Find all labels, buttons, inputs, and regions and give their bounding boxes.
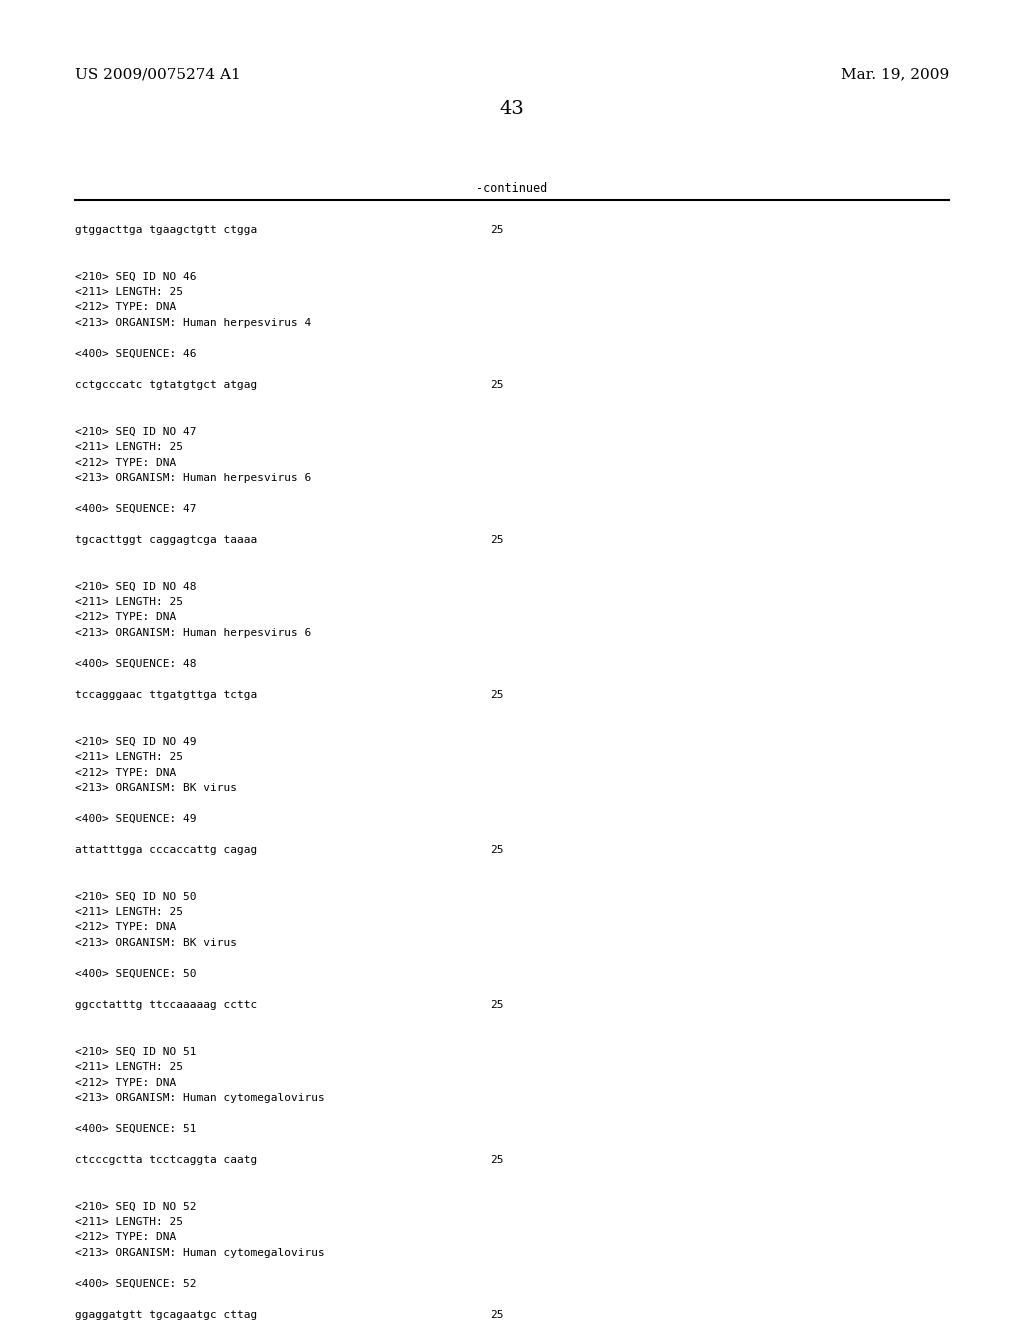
Text: <400> SEQUENCE: 46: <400> SEQUENCE: 46 xyxy=(75,348,197,359)
Text: <213> ORGANISM: Human herpesvirus 4: <213> ORGANISM: Human herpesvirus 4 xyxy=(75,318,311,327)
Text: <211> LENGTH: 25: <211> LENGTH: 25 xyxy=(75,907,183,917)
Text: ctcccgctta tcctcaggta caatg: ctcccgctta tcctcaggta caatg xyxy=(75,1155,257,1166)
Text: attatttgga cccaccattg cagag: attatttgga cccaccattg cagag xyxy=(75,845,257,855)
Text: <212> TYPE: DNA: <212> TYPE: DNA xyxy=(75,923,176,932)
Text: <400> SEQUENCE: 49: <400> SEQUENCE: 49 xyxy=(75,814,197,824)
Text: <210> SEQ ID NO 49: <210> SEQ ID NO 49 xyxy=(75,737,197,747)
Text: <213> ORGANISM: Human herpesvirus 6: <213> ORGANISM: Human herpesvirus 6 xyxy=(75,628,311,638)
Text: <210> SEQ ID NO 50: <210> SEQ ID NO 50 xyxy=(75,891,197,902)
Text: 25: 25 xyxy=(490,224,504,235)
Text: <211> LENGTH: 25: <211> LENGTH: 25 xyxy=(75,1063,183,1072)
Text: <400> SEQUENCE: 51: <400> SEQUENCE: 51 xyxy=(75,1125,197,1134)
Text: tgcacttggt caggagtcga taaaa: tgcacttggt caggagtcga taaaa xyxy=(75,535,257,545)
Text: 25: 25 xyxy=(490,1309,504,1320)
Text: <212> TYPE: DNA: <212> TYPE: DNA xyxy=(75,1077,176,1088)
Text: 25: 25 xyxy=(490,845,504,855)
Text: <210> SEQ ID NO 52: <210> SEQ ID NO 52 xyxy=(75,1201,197,1212)
Text: 25: 25 xyxy=(490,1155,504,1166)
Text: <213> ORGANISM: Human herpesvirus 6: <213> ORGANISM: Human herpesvirus 6 xyxy=(75,473,311,483)
Text: Mar. 19, 2009: Mar. 19, 2009 xyxy=(841,67,949,81)
Text: <210> SEQ ID NO 48: <210> SEQ ID NO 48 xyxy=(75,582,197,591)
Text: <212> TYPE: DNA: <212> TYPE: DNA xyxy=(75,767,176,777)
Text: tccagggaac ttgatgttga tctga: tccagggaac ttgatgttga tctga xyxy=(75,690,257,700)
Text: cctgcccatc tgtatgtgct atgag: cctgcccatc tgtatgtgct atgag xyxy=(75,380,257,389)
Text: gtggacttga tgaagctgtt ctgga: gtggacttga tgaagctgtt ctgga xyxy=(75,224,257,235)
Text: <210> SEQ ID NO 51: <210> SEQ ID NO 51 xyxy=(75,1047,197,1056)
Text: 25: 25 xyxy=(490,380,504,389)
Text: <210> SEQ ID NO 46: <210> SEQ ID NO 46 xyxy=(75,272,197,281)
Text: ggcctatttg ttccaaaaag ccttc: ggcctatttg ttccaaaaag ccttc xyxy=(75,1001,257,1010)
Text: ggaggatgtt tgcagaatgc cttag: ggaggatgtt tgcagaatgc cttag xyxy=(75,1309,257,1320)
Text: <400> SEQUENCE: 50: <400> SEQUENCE: 50 xyxy=(75,969,197,979)
Text: <211> LENGTH: 25: <211> LENGTH: 25 xyxy=(75,752,183,762)
Text: 25: 25 xyxy=(490,535,504,545)
Text: <213> ORGANISM: Human cytomegalovirus: <213> ORGANISM: Human cytomegalovirus xyxy=(75,1247,325,1258)
Text: <211> LENGTH: 25: <211> LENGTH: 25 xyxy=(75,597,183,607)
Text: <212> TYPE: DNA: <212> TYPE: DNA xyxy=(75,1233,176,1242)
Text: <213> ORGANISM: Human cytomegalovirus: <213> ORGANISM: Human cytomegalovirus xyxy=(75,1093,325,1104)
Text: <211> LENGTH: 25: <211> LENGTH: 25 xyxy=(75,286,183,297)
Text: <400> SEQUENCE: 47: <400> SEQUENCE: 47 xyxy=(75,504,197,513)
Text: <212> TYPE: DNA: <212> TYPE: DNA xyxy=(75,458,176,467)
Text: 43: 43 xyxy=(500,100,524,117)
Text: <212> TYPE: DNA: <212> TYPE: DNA xyxy=(75,302,176,313)
Text: <210> SEQ ID NO 47: <210> SEQ ID NO 47 xyxy=(75,426,197,437)
Text: <211> LENGTH: 25: <211> LENGTH: 25 xyxy=(75,442,183,451)
Text: <211> LENGTH: 25: <211> LENGTH: 25 xyxy=(75,1217,183,1228)
Text: -continued: -continued xyxy=(476,182,548,195)
Text: <400> SEQUENCE: 52: <400> SEQUENCE: 52 xyxy=(75,1279,197,1290)
Text: <212> TYPE: DNA: <212> TYPE: DNA xyxy=(75,612,176,623)
Text: US 2009/0075274 A1: US 2009/0075274 A1 xyxy=(75,67,241,81)
Text: <213> ORGANISM: BK virus: <213> ORGANISM: BK virus xyxy=(75,939,237,948)
Text: <213> ORGANISM: BK virus: <213> ORGANISM: BK virus xyxy=(75,783,237,793)
Text: 25: 25 xyxy=(490,690,504,700)
Text: 25: 25 xyxy=(490,1001,504,1010)
Text: <400> SEQUENCE: 48: <400> SEQUENCE: 48 xyxy=(75,659,197,669)
